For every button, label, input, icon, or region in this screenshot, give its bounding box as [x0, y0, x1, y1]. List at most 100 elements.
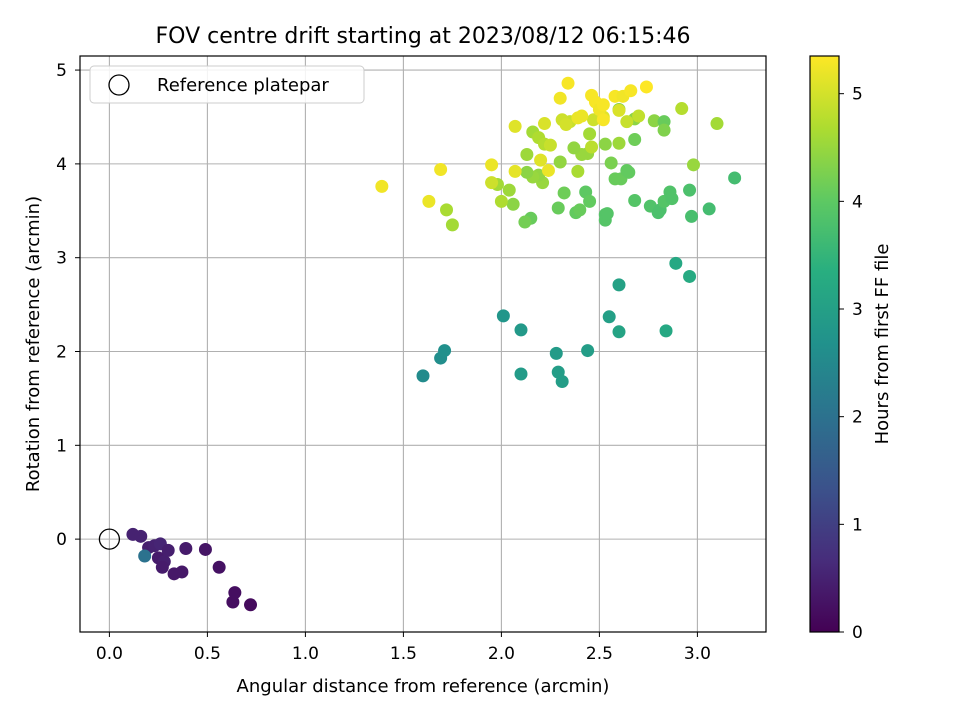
data-point: [685, 209, 699, 223]
data-point: [612, 325, 626, 339]
data-point: [422, 194, 436, 208]
data-point: [485, 158, 499, 172]
data-point: [561, 76, 575, 90]
data-point: [138, 549, 152, 563]
legend: Reference platepar: [89, 65, 365, 104]
data-point: [683, 183, 697, 197]
data-point: [559, 117, 573, 131]
data-point: [659, 324, 673, 338]
data-point: [602, 310, 616, 324]
grid-lines: [80, 56, 766, 632]
data-point: [600, 207, 614, 221]
data-point: [198, 542, 212, 556]
data-point: [538, 117, 552, 131]
data-point: [596, 113, 610, 127]
data-point: [596, 98, 610, 112]
data-point: [226, 595, 240, 609]
data-point: [553, 91, 567, 105]
data-point: [581, 344, 595, 358]
x-tick-label: 0.0: [96, 644, 123, 664]
data-point: [375, 179, 389, 193]
reference-marker: [98, 528, 121, 550]
y-tick-label: 1: [56, 436, 67, 456]
colorbar-label: Hours from first FF file: [872, 244, 893, 445]
data-point: [710, 117, 724, 131]
data-point: [520, 165, 534, 179]
data-point: [212, 560, 226, 574]
data-point: [657, 123, 671, 137]
data-point: [549, 346, 563, 360]
data-point: [628, 132, 642, 146]
data-point: [506, 197, 520, 211]
data-point: [575, 109, 589, 123]
data-point: [612, 136, 626, 150]
data-point: [244, 598, 258, 612]
y-axis-label: Rotation from reference (arcmin): [23, 196, 44, 492]
data-point: [628, 193, 642, 207]
data-point: [612, 103, 626, 117]
data-point: [624, 84, 638, 98]
data-point: [440, 203, 454, 217]
data-point: [557, 186, 571, 200]
y-tick-label: 3: [56, 249, 67, 269]
x-tick-label: 2.5: [586, 644, 613, 664]
legend-box: [89, 65, 365, 104]
data-point: [438, 344, 452, 358]
y-tick-label: 4: [56, 155, 67, 175]
data-point: [555, 375, 569, 389]
data-point: [620, 115, 634, 129]
data-point: [583, 194, 597, 208]
y-tick-label: 5: [56, 61, 67, 81]
data-point: [514, 323, 528, 337]
data-point: [632, 109, 646, 123]
x-axis-label: Angular distance from reference (arcmin): [237, 676, 610, 697]
data-points: [126, 76, 742, 612]
data-point: [434, 163, 448, 177]
data-point: [534, 153, 548, 167]
chart-title: FOV centre drift starting at 2023/08/12 …: [156, 24, 691, 49]
colorbar-ticks: 0 1 2 3 4 5: [839, 85, 863, 643]
data-point: [598, 137, 612, 151]
data-point: [675, 102, 689, 116]
colorbar-tick-label: 0: [852, 623, 863, 643]
colorbar-tick-label: 1: [852, 515, 863, 535]
data-point: [551, 201, 565, 215]
data-point: [541, 163, 555, 177]
data-point: [683, 269, 697, 283]
data-point: [702, 202, 716, 216]
data-point: [514, 367, 528, 381]
data-point: [175, 565, 189, 579]
data-point: [571, 164, 585, 178]
data-point: [508, 164, 522, 178]
data-point: [587, 113, 601, 127]
colorbar-tick-label: 4: [852, 192, 863, 212]
data-point: [686, 158, 700, 172]
data-point: [728, 171, 742, 185]
colorbar: [809, 55, 840, 633]
data-point: [647, 114, 661, 128]
x-axis-ticks: 0.0 0.5 1.0 1.5 2.0 2.5 3.0: [96, 632, 711, 664]
data-point: [155, 560, 169, 574]
data-point: [508, 119, 522, 133]
data-point: [604, 156, 618, 170]
y-tick-label: 0: [56, 530, 67, 550]
colorbar-tick-label: 2: [852, 408, 863, 428]
data-point: [179, 542, 193, 556]
data-point: [518, 215, 532, 229]
data-point: [494, 194, 508, 208]
colorbar-tick-label: 5: [852, 85, 863, 105]
y-axis-ticks: 0 1 2 3 4 5: [56, 61, 80, 550]
data-point: [612, 278, 626, 292]
plot-area-frame: [79, 55, 767, 633]
data-point: [622, 165, 636, 179]
data-point: [502, 183, 516, 197]
data-point: [669, 256, 683, 270]
legend-label: Reference platepar: [157, 75, 329, 96]
data-point: [553, 155, 567, 169]
data-point: [567, 141, 581, 155]
x-tick-label: 0.5: [194, 644, 221, 664]
data-point: [573, 203, 587, 217]
reference-point-circle: [98, 528, 121, 550]
data-point: [161, 543, 175, 557]
